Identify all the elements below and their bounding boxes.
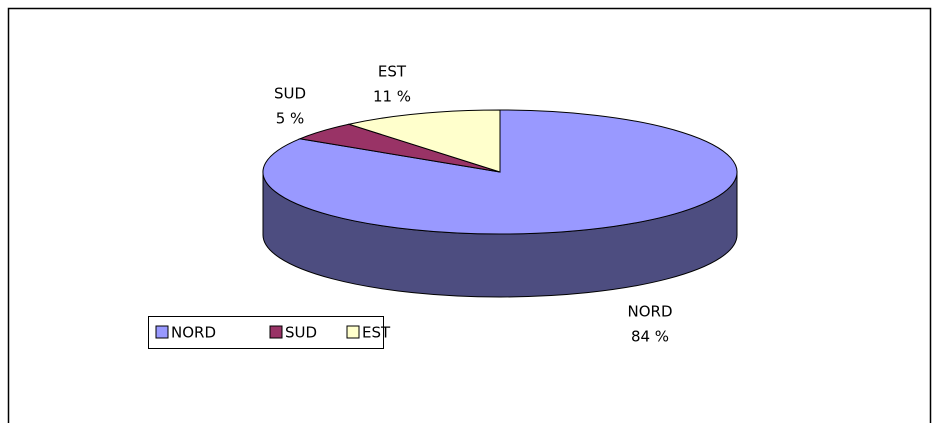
legend-swatch	[155, 325, 169, 339]
slice-label-name: NORD	[628, 303, 673, 321]
slice-label-value: 5 %	[276, 110, 305, 128]
legend-label: NORD	[171, 324, 216, 342]
slice-label-name: EST	[378, 63, 407, 81]
slice-label-name: SUD	[274, 85, 306, 103]
legend-label: SUD	[285, 324, 317, 342]
legend-box	[148, 316, 384, 349]
chart-frame	[7, 7, 932, 423]
legend-label: EST	[362, 324, 391, 342]
slice-label-value: 84 %	[631, 328, 669, 346]
legend-swatch	[346, 325, 360, 339]
slice-label-value: 11 %	[373, 88, 411, 106]
pie-slice	[346, 109, 501, 173]
legend-swatch	[269, 325, 283, 339]
